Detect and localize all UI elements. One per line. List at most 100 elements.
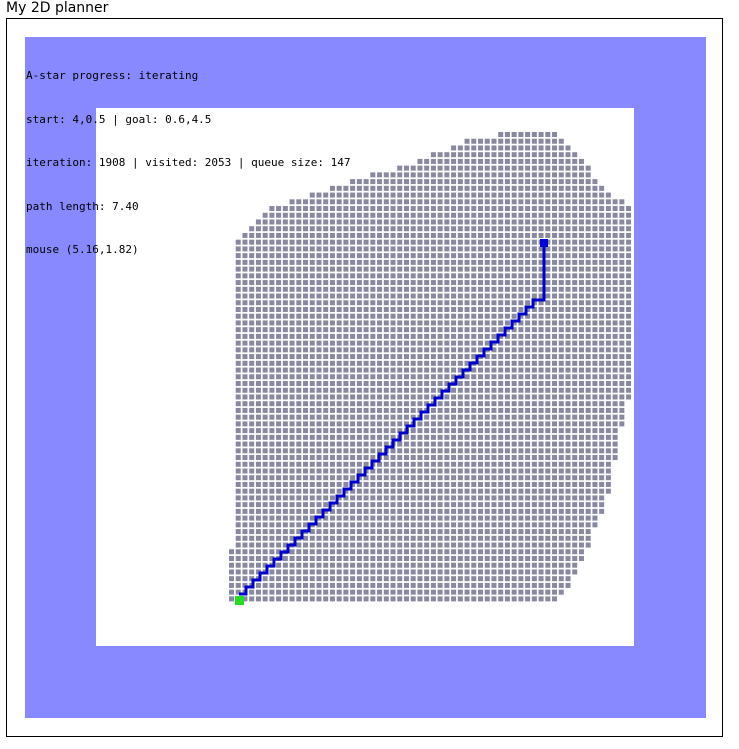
visited-cell [478,226,484,232]
visited-cell [585,354,591,360]
planner-canvas[interactable] [25,37,706,718]
visited-cell [403,206,409,212]
visited-cell [504,475,510,481]
visited-cell [578,522,584,528]
visited-cell [316,259,322,265]
visited-cell [531,401,537,407]
visited-cell [303,239,309,245]
visited-cell [545,455,551,461]
visited-cell [457,192,463,198]
visited-cell [336,226,342,232]
visited-cell [269,596,275,602]
visited-cell [565,165,571,171]
visited-cell [350,212,356,218]
visited-cell [410,428,416,434]
visited-cell [383,266,389,272]
visited-cell [471,226,477,232]
visited-cell [471,589,477,595]
visited-cell [437,401,443,407]
visited-cell [289,347,295,353]
visited-cell [309,232,315,238]
visited-cell [511,374,517,380]
visited-cell [491,286,497,292]
visited-cell [329,502,335,508]
visited-cell [451,448,457,454]
visited-cell [329,367,335,373]
visited-cell [329,401,335,407]
visited-cell [417,226,423,232]
visited-cell [457,158,463,164]
visited-cell [538,273,544,279]
visited-cell [377,199,383,205]
visited-cell [262,381,268,387]
visited-cell [498,576,504,582]
visited-cell [397,515,403,521]
visited-cell [296,300,302,306]
visited-cell [504,562,510,568]
visited-cell [619,253,625,259]
visited-cell [578,401,584,407]
visited-cell [572,374,578,380]
visited-cell [424,448,430,454]
visited-cell [491,360,497,366]
visited-cell [511,300,517,306]
visited-cell [545,569,551,575]
visited-cell [276,441,282,447]
visited-cell [478,253,484,259]
visited-cell [511,199,517,205]
visited-cell [383,401,389,407]
visited-cell [444,407,450,413]
visited-cell [235,401,241,407]
visited-cell [255,320,261,326]
visited-cell [457,273,463,279]
visited-cell [424,206,430,212]
visited-cell [289,455,295,461]
visited-cell [504,152,510,158]
visited-cell [498,455,504,461]
visited-cell [323,306,329,312]
visited-cell [323,259,329,265]
visited-cell [296,508,302,514]
visited-cell [316,542,322,548]
visited-cell [363,306,369,312]
visited-cell [309,360,315,366]
visited-cell [329,185,335,191]
visited-cell [605,232,611,238]
visited-cell [249,434,255,440]
visited-cell [363,475,369,481]
visited-cell [249,448,255,454]
visited-cell [242,253,248,259]
visited-cell [242,502,248,508]
visited-cell [296,286,302,292]
visited-cell [518,576,524,582]
visited-cell [336,313,342,319]
visited-cell [572,508,578,514]
visited-cell [417,502,423,508]
visited-cell [504,246,510,252]
visited-cell [471,529,477,535]
visited-cell [545,354,551,360]
visited-cell [444,582,450,588]
visited-cell [619,340,625,346]
visited-cell [498,246,504,252]
visited-cell [316,367,322,373]
visited-cell [370,239,376,245]
visited-cell [323,455,329,461]
visited-cell [255,340,261,346]
visited-cell [356,481,362,487]
visited-cell [518,152,524,158]
visited-cell [558,138,564,144]
visited-cell [518,253,524,259]
visited-cell [491,508,497,514]
visited-cell [397,185,403,191]
visited-cell [356,273,362,279]
visited-cell [504,394,510,400]
visited-cell [343,434,349,440]
visited-cell [430,441,436,447]
visited-cell [572,481,578,487]
visited-cell [276,596,282,602]
visited-cell [309,206,315,212]
visited-cell [410,286,416,292]
visited-cell [498,481,504,487]
visited-cell [498,448,504,454]
